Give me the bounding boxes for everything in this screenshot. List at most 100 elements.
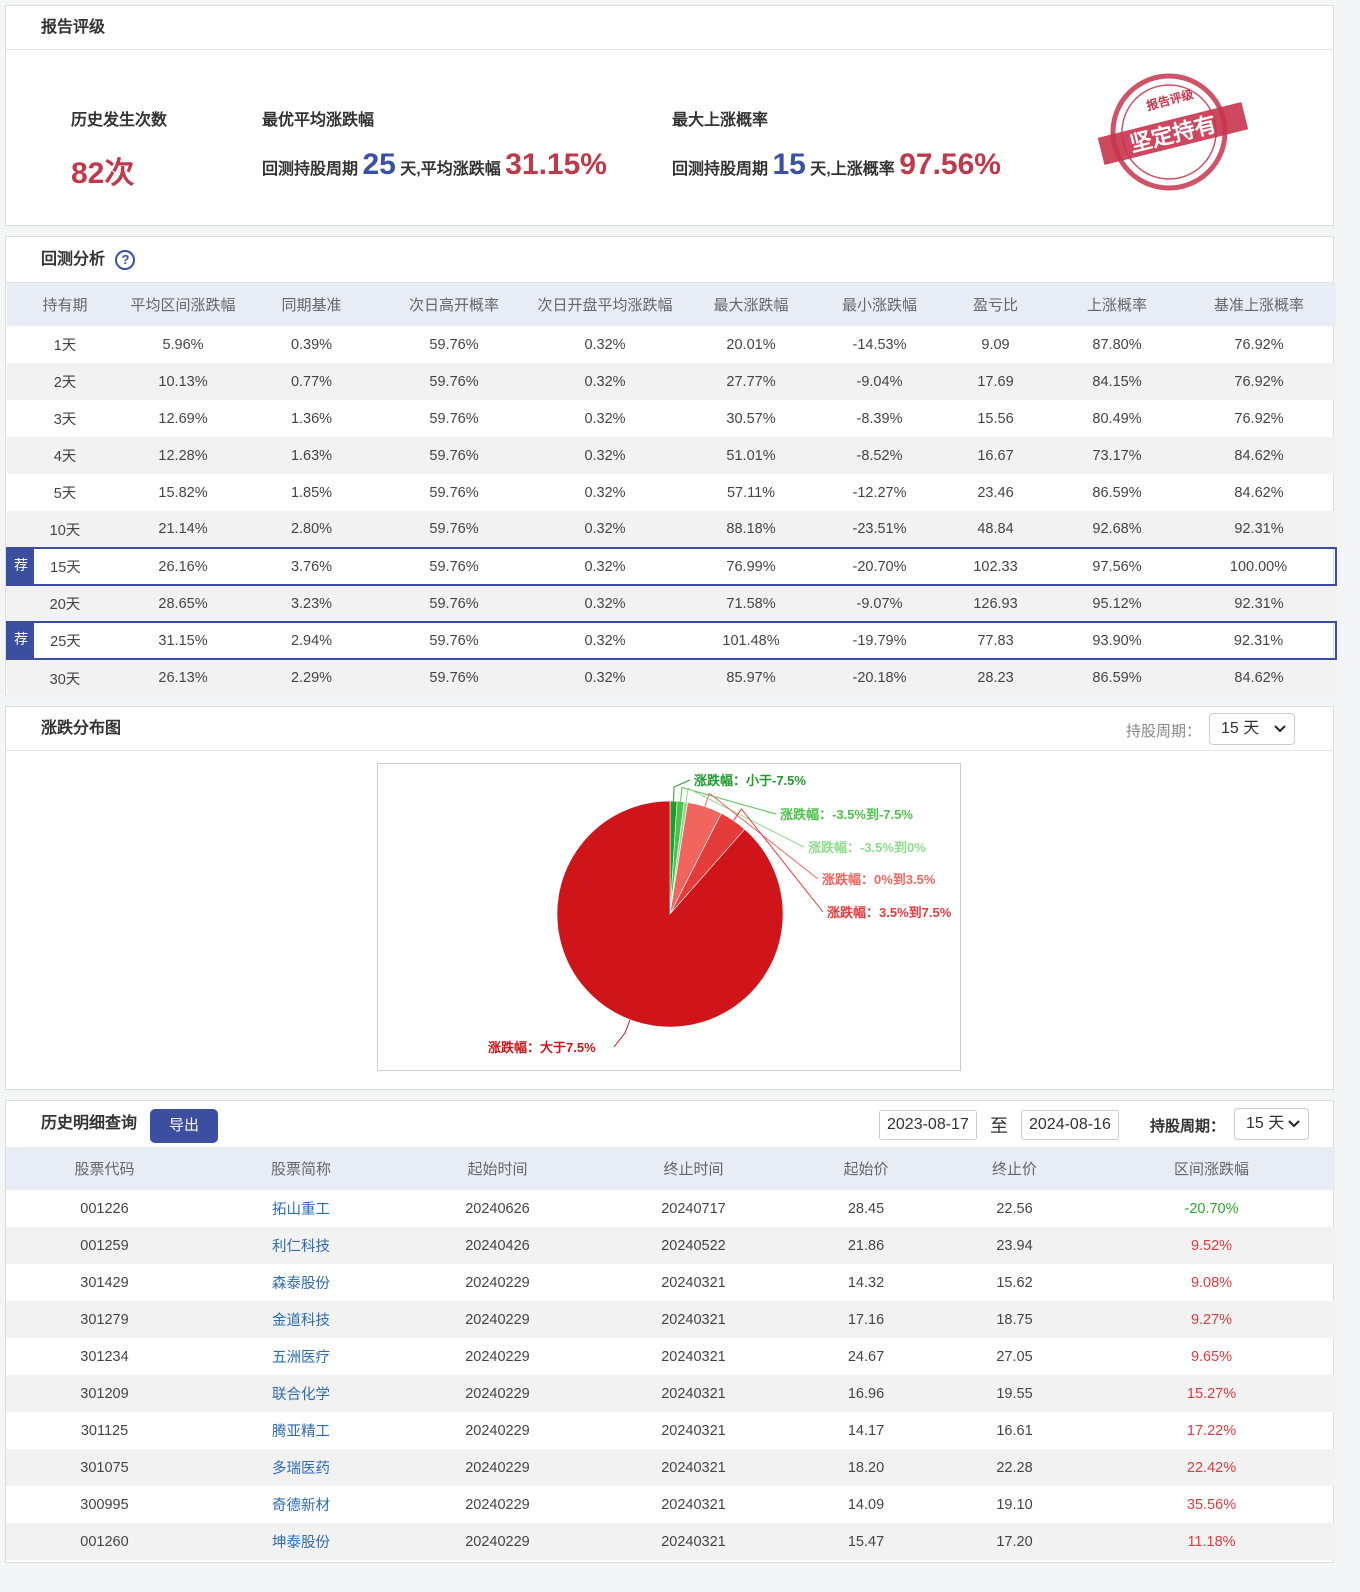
cell: 76.92% (1182, 363, 1336, 400)
cell: 59.76% (380, 547, 528, 586)
cell: 301429 (80, 1274, 129, 1291)
section-title: 报告评级 (6, 6, 1333, 50)
cell[interactable]: 腾亚精工 (272, 1424, 330, 1440)
cell: 20240229 (399, 1449, 596, 1486)
badge: 荐 (8, 549, 34, 584)
cell: 51.01% (682, 437, 820, 474)
cell: 20240321 (596, 1375, 791, 1412)
slice-label: 涨跌幅：小于-7.5% (693, 773, 806, 788)
cell: 2.94% (243, 621, 380, 660)
cell[interactable]: 利仁科技 (203, 1227, 399, 1264)
cell: 59.76% (380, 659, 528, 696)
cell: 71.58% (682, 585, 820, 622)
cell: 17.16 (791, 1301, 941, 1338)
cell[interactable]: 森泰股份 (272, 1276, 330, 1292)
cell: 15.62 (996, 1274, 1033, 1291)
cell: 24.67 (847, 1348, 885, 1365)
cell: 1.85% (290, 484, 333, 501)
cell: -8.39% (856, 410, 903, 427)
cell: 20天 (7, 585, 123, 622)
cell: 59.76% (380, 437, 528, 474)
row: 10天 21.14% 2.80% 59.76% 0.32% 88.18% -23.51% 48… (7, 511, 1336, 548)
cell: 1天 (53, 338, 77, 354)
cell: 16.96 (791, 1375, 941, 1412)
cell: 77.83 (939, 621, 1052, 660)
cell: 21.14% (123, 511, 243, 548)
cell[interactable]: 五洲医疗 (272, 1350, 330, 1366)
leader-line (733, 808, 824, 913)
cell: 22.56 (996, 1200, 1033, 1217)
cell[interactable]: 拓山重工 (272, 1202, 330, 1218)
cell: 20240321 (596, 1523, 791, 1560)
cell: 20240321 (661, 1422, 726, 1439)
cell: 28.65% (123, 585, 243, 622)
cell: -19.79% (820, 621, 939, 660)
cell: 20240229 (399, 1301, 596, 1338)
cell: 3天 (53, 412, 77, 428)
cell: 20240229 (465, 1274, 530, 1291)
cell: 2.29% (243, 659, 380, 696)
leader-line (680, 786, 777, 815)
slice-label: 涨跌幅：3.5%到7.5% (826, 905, 952, 920)
cell: -20.70% (820, 547, 939, 586)
cell: 0.39% (290, 336, 333, 353)
header-cell: 基准上涨概率 (1182, 283, 1336, 326)
cell: 15.27% (1088, 1375, 1335, 1412)
cell: 27.05 (996, 1348, 1033, 1365)
export-button[interactable]: 导出 (150, 1109, 218, 1143)
period-select[interactable]: 15 天 (1209, 713, 1295, 745)
header-cell: 股票简称 (203, 1147, 399, 1190)
leader-line (704, 792, 819, 880)
end-date[interactable]: 2024-08-16 (1021, 1110, 1119, 1140)
period-label: 持股周期： (1126, 723, 1202, 740)
row: 2天 10.13% 0.77% 59.76% 0.32% 27.77% -9.04% 17.6… (7, 363, 1336, 400)
cell: 3.76% (243, 547, 380, 586)
value: 97.56% (899, 148, 1001, 181)
cell: 301125 (80, 1422, 129, 1439)
cell[interactable]: 多瑞医药 (203, 1449, 399, 1486)
cell: 12.69% (158, 410, 208, 427)
cell: 84.62% (1234, 484, 1284, 501)
text: 天,平均涨跌幅 (400, 161, 501, 178)
cell: 35.56% (1186, 1496, 1237, 1513)
cell: 18.75 (941, 1301, 1088, 1338)
cell[interactable]: 金道科技 (203, 1301, 399, 1338)
cell: 9.52% (1088, 1227, 1335, 1264)
cell: 16.67 (939, 437, 1052, 474)
header-row: 股票代码 股票简称 起始时间 终止时间 起始价 终止价 区间涨跌幅 (6, 1147, 1335, 1190)
cell: 85.97% (682, 659, 820, 696)
header-cell: 终止时间 (596, 1147, 791, 1190)
cell: 20240321 (596, 1449, 791, 1486)
cell: 27.77% (682, 363, 820, 400)
cell: 001259 (6, 1227, 203, 1264)
cell: 5.96% (162, 336, 204, 353)
cell: 23.46 (977, 484, 1014, 501)
header-cell: 起始时间 (399, 1147, 596, 1190)
cell: 2天 (7, 363, 123, 400)
cell[interactable]: 联合化学 (203, 1375, 399, 1412)
help-icon[interactable]: ? (115, 249, 136, 270)
header-cell: 最小涨跌幅 (820, 283, 939, 326)
cell: 20240229 (399, 1523, 596, 1560)
cell: 59.76% (429, 336, 479, 353)
leader-line (613, 1019, 631, 1048)
header-cell: 持有期 (7, 283, 123, 326)
cell[interactable]: 坤泰股份 (203, 1523, 399, 1560)
header-cell: 终止价 (941, 1147, 1088, 1190)
cell: 95.12% (1052, 585, 1182, 622)
cell: 0.32% (528, 363, 682, 400)
period-select[interactable]: 15 天 (1234, 1108, 1309, 1140)
cell: 22.42% (1088, 1449, 1335, 1486)
header-cell: 次日开盘平均涨跌幅 (528, 283, 682, 326)
cell: 20240229 (465, 1348, 530, 1365)
cell[interactable]: 奇德新材 (272, 1498, 330, 1514)
pie-chart: 涨跌幅：小于-7.5% 涨跌幅：-3.5%到-7.5% 涨跌幅：-3.5%到0% 涨跌… (377, 763, 961, 1071)
cell: 0.32% (528, 511, 682, 548)
cell: 88.18% (682, 511, 820, 548)
cell: 20240426 (399, 1227, 596, 1264)
cell: 15天荐 (6, 547, 123, 586)
start-date[interactable]: 2023-08-17 (879, 1110, 977, 1140)
cell: 9.08% (1190, 1274, 1233, 1291)
row: 301279 金道科技 20240229 20240321 17.16 18.75 9.27… (6, 1301, 1335, 1338)
days: 25 (362, 148, 396, 181)
